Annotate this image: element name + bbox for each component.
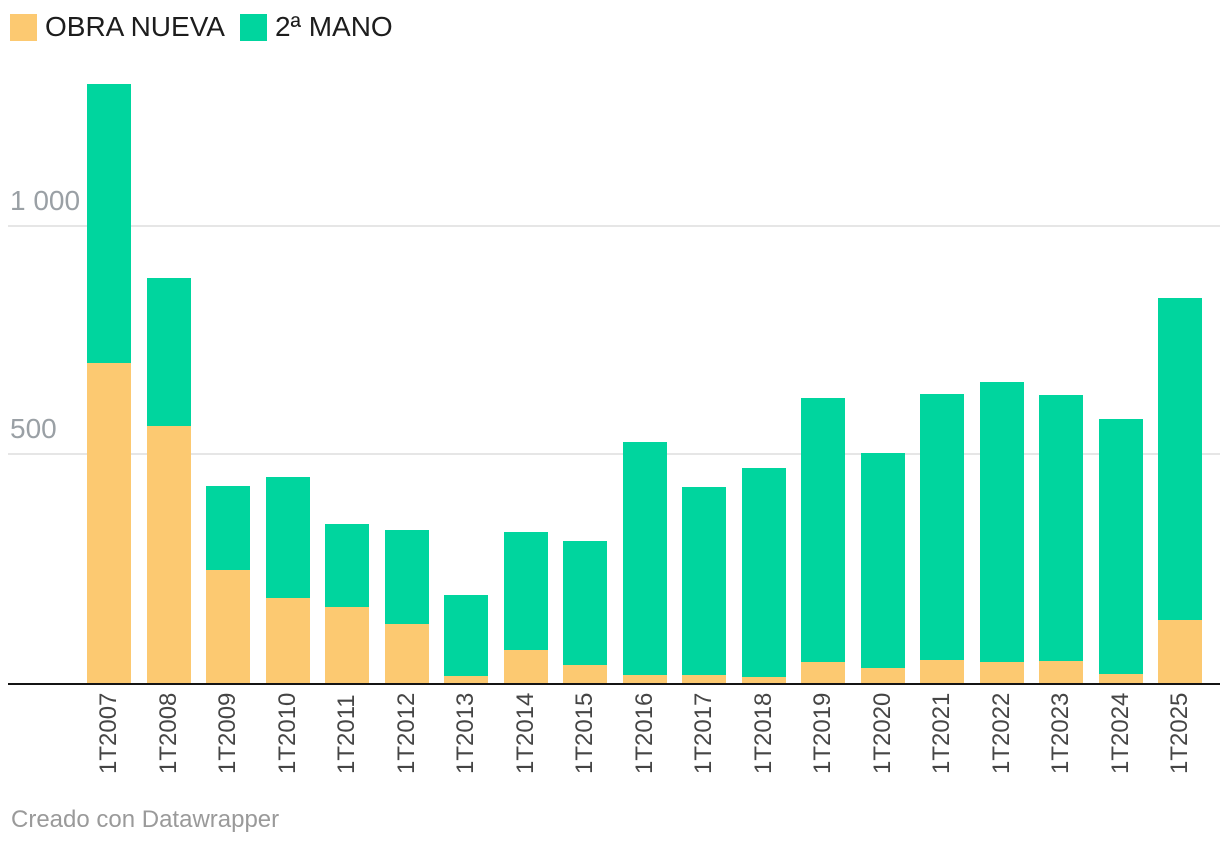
bar-2a-mano-1T2018 (741, 468, 786, 678)
bar-obra-nueva-1T2024 (1098, 673, 1143, 683)
bar-2a-mano-1T2015 (563, 541, 607, 666)
x-tick-label-1T2014: 1T2014 (511, 692, 539, 774)
x-tick-label-1T2012: 1T2012 (392, 692, 420, 774)
bar-obra-nueva-1T2015 (563, 665, 607, 683)
bar-obra-nueva-1T2013 (444, 676, 488, 683)
bar-2a-mano-1T2014 (503, 532, 548, 650)
bar-2a-mano-1T2023 (1039, 395, 1083, 661)
bar-obra-nueva-1T2014 (503, 649, 548, 683)
bar-obra-nueva-1T2019 (801, 661, 845, 683)
x-tick-label-1T2021: 1T2021 (928, 692, 955, 774)
gridline-1000 (8, 224, 1220, 227)
legend: OBRA NUEVA 2ª MANO (10, 13, 393, 41)
legend-item-segunda-mano: 2ª MANO (239, 11, 393, 42)
legend-label-segunda-mano: 2ª MANO (274, 11, 393, 42)
x-tick-label-1T2019: 1T2019 (809, 692, 836, 774)
x-tick-label-1T2008: 1T2008 (154, 692, 182, 774)
x-tick-label-1T2011: 1T2011 (333, 694, 360, 774)
bar-2a-mano-1T2017 (682, 487, 726, 675)
bar-2a-mano-1T2013 (444, 594, 488, 677)
bar-obra-nueva-1T2009 (206, 569, 250, 683)
legend-swatch-segunda-mano (239, 13, 267, 41)
legend-swatch-obra-nueva (10, 13, 37, 41)
x-tick-label-1T2010: 1T2010 (273, 692, 301, 774)
legend-item-obra-nueva: OBRA NUEVA (10, 13, 225, 41)
bar-obra-nueva-1T2016 (622, 675, 667, 683)
x-tick-label-1T2024: 1T2024 (1106, 692, 1134, 774)
x-tick-label-1T2022: 1T2022 (987, 692, 1015, 774)
bar-obra-nueva-1T2017 (682, 674, 726, 683)
gridline-500 (8, 453, 1220, 456)
bar-2a-mano-1T2008 (146, 278, 191, 426)
datawrapper-credit[interactable]: Creado con Datawrapper (11, 806, 280, 833)
bar-2a-mano-1T2025 (1158, 297, 1202, 620)
bar-2a-mano-1T2020 (860, 453, 905, 668)
x-tick-label-1T2020: 1T2020 (868, 692, 896, 774)
bar-obra-nueva-1T2021 (920, 660, 964, 683)
legend-label-obra-nueva: OBRA NUEVA (45, 11, 225, 42)
x-tick-label-1T2009: 1T2009 (214, 692, 241, 774)
x-tick-label-1T2007: 1T2007 (95, 692, 122, 774)
x-tick-label-1T2013: 1T2013 (452, 692, 479, 774)
bar-obra-nueva-1T2018 (741, 677, 786, 683)
bar-obra-nueva-1T2011 (325, 606, 369, 683)
bar-2a-mano-1T2016 (622, 442, 667, 676)
x-tick-label-1T2025: 1T2025 (1166, 692, 1193, 774)
bar-2a-mano-1T2024 (1098, 419, 1143, 674)
x-tick-label-1T2023: 1T2023 (1047, 692, 1074, 774)
y-tick-label-500: 500 (10, 413, 57, 445)
bar-2a-mano-1T2009 (206, 485, 250, 570)
y-tick-label-1000: 1 000 (10, 184, 81, 216)
bar-2a-mano-1T2011 (325, 523, 369, 607)
bar-obra-nueva-1T2010 (265, 597, 310, 683)
bar-2a-mano-1T2021 (920, 394, 964, 661)
bar-obra-nueva-1T2007 (87, 362, 131, 683)
bar-2a-mano-1T2022 (979, 382, 1024, 663)
bar-obra-nueva-1T2012 (384, 623, 429, 683)
bar-obra-nueva-1T2020 (860, 667, 905, 683)
x-tick-label-1T2018: 1T2018 (749, 692, 777, 774)
bar-2a-mano-1T2010 (265, 477, 310, 598)
bar-2a-mano-1T2012 (384, 530, 429, 624)
bar-obra-nueva-1T2008 (146, 425, 191, 683)
x-tick-label-1T2015: 1T2015 (571, 692, 598, 774)
x-tick-label-1T2017: 1T2017 (690, 692, 717, 774)
bar-2a-mano-1T2007 (87, 84, 131, 363)
bar-2a-mano-1T2019 (801, 398, 845, 662)
bar-obra-nueva-1T2025 (1158, 619, 1202, 683)
x-tick-label-1T2016: 1T2016 (630, 692, 658, 774)
x-axis-line (8, 683, 1220, 685)
bar-obra-nueva-1T2022 (979, 662, 1024, 683)
bar-obra-nueva-1T2023 (1039, 660, 1083, 683)
